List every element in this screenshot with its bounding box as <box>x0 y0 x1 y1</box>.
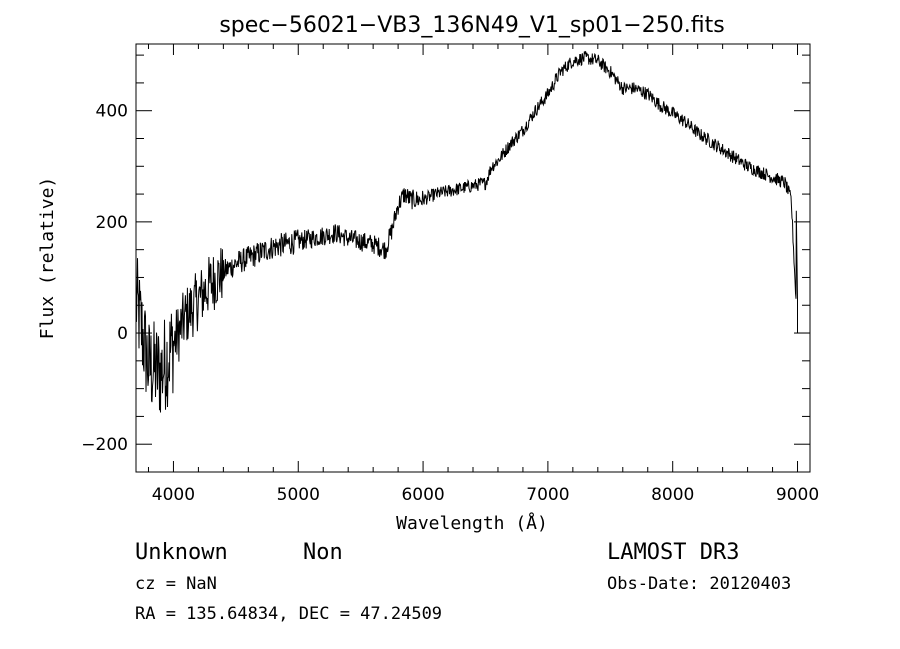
y-axis-label: Flux (relative) <box>37 177 58 340</box>
plot-frame <box>135 43 811 473</box>
survey-name: LAMOST DR3 <box>607 540 739 565</box>
redshift-text: cz = NaN <box>135 574 217 594</box>
x-axis-label: Wavelength (Å) <box>396 512 548 534</box>
y-tick-label: 200 <box>96 213 128 233</box>
y-tick-label: 400 <box>96 102 128 122</box>
object-class: Unknown <box>135 540 228 565</box>
axis-ticks: 4000 5000 6000 7000 8000 9000 −200 0 200 400 <box>81 44 819 505</box>
y-tick-label: 0 <box>117 324 128 344</box>
object-subclass: Non <box>303 540 343 565</box>
coordinates-text: RA = 135.64834, DEC = 47.24509 <box>135 604 442 624</box>
observation-date: Obs-Date: 20120403 <box>607 574 791 594</box>
x-tick-label: 9000 <box>776 485 819 505</box>
y-tick-label: −200 <box>81 435 128 455</box>
chart-title: spec−56021−VB3_136N49_V1_sp01−250.fits <box>219 13 724 38</box>
x-tick-label: 4000 <box>152 485 195 505</box>
x-tick-label: 5000 <box>277 485 320 505</box>
x-tick-label: 7000 <box>526 485 569 505</box>
x-tick-label: 6000 <box>401 485 444 505</box>
x-tick-label: 8000 <box>651 485 694 505</box>
flux-series-line <box>135 50 810 413</box>
